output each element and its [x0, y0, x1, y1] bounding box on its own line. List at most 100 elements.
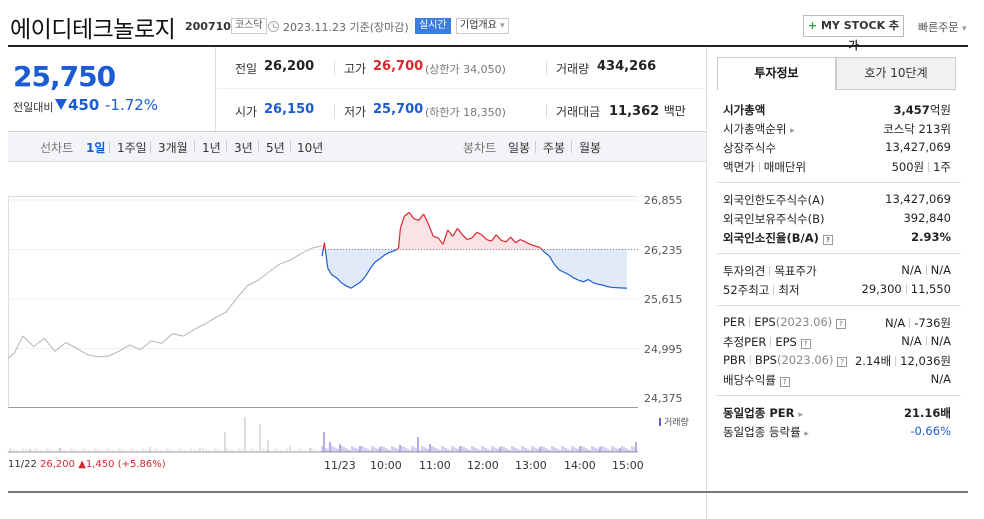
today-line-segment [583, 278, 589, 283]
area-fill [438, 237, 443, 250]
area-fill [564, 249, 569, 275]
today-line-segment [389, 250, 395, 253]
help-icon[interactable]: ? [822, 235, 833, 245]
area-fill [602, 249, 608, 287]
tab-order-book[interactable]: 호가 10단계 [836, 57, 956, 90]
area-fill [583, 249, 589, 282]
52week-row: 52주최고 최저 29,300 11,550 [723, 282, 951, 297]
help-icon[interactable]: ? [800, 339, 811, 349]
today-line-segment [467, 237, 473, 241]
par-value-row: 액면가 매매단위 500원 1주 [723, 160, 951, 174]
amount-value: 11,362 백만 [609, 104, 686, 119]
today-line-segment [490, 234, 497, 242]
add-mystock-button[interactable]: + MY STOCK 추가 [803, 15, 904, 52]
period-1d[interactable]: 1일 [86, 141, 106, 155]
amount-label: 거래대금 [556, 105, 601, 119]
area-fill [496, 234, 502, 250]
prev-day-summary: 11/22 26,200 ▲1,450 (+5.86%) [8, 459, 166, 470]
candle-daily[interactable]: 일봉 [508, 141, 531, 155]
est-per-row: 추정PER EPS ? N/A N/A [723, 334, 951, 349]
market-cap-row: 시가총액 3,457억원 [723, 103, 951, 117]
industry-per-row[interactable]: 동일업종 PER ▸ 21.16배 [723, 406, 951, 420]
area-fill [327, 249, 332, 275]
area-fill [593, 249, 598, 285]
help-icon[interactable]: ? [835, 319, 846, 329]
area-fill [404, 212, 410, 250]
foreign-ratio-row: 외국인소진율(B/A) ? 2.93% [723, 230, 951, 245]
today-line-segment [573, 277, 579, 281]
industry-change-row[interactable]: 동일업종 등락률 ▸ -0.66% [723, 424, 951, 439]
quick-order-button[interactable]: 빠른주문 ▾ [918, 21, 967, 34]
candle-weekly[interactable]: 주봉 [543, 141, 566, 155]
today-line-segment [607, 286, 613, 289]
area-fill [400, 216, 405, 250]
today-line-segment [578, 279, 584, 283]
volume-label: 거래량 [556, 62, 590, 76]
today-line-segment [341, 282, 347, 287]
today-line-segment [587, 278, 594, 284]
help-icon[interactable]: ? [837, 357, 848, 367]
prev-close-label: 전일 [235, 62, 258, 76]
help-icon[interactable]: ? [779, 377, 790, 387]
realtime-badge[interactable]: 실시간 [415, 18, 451, 34]
today-line-segment [324, 249, 329, 269]
today-line-segment [520, 238, 526, 243]
current-price: 25,750 [13, 60, 116, 93]
area-fill [588, 249, 594, 283]
today-line-segment [539, 247, 543, 250]
area-fill [360, 249, 366, 282]
today-line-segment [427, 224, 434, 237]
today-line-segment [495, 234, 502, 241]
today-line-segment [515, 239, 521, 244]
tab-invest-info[interactable]: 투자정보 [717, 57, 836, 90]
divider [194, 141, 195, 153]
period-1w[interactable]: 1주일 [117, 141, 147, 155]
foreign-limit-row: 외국인한도주식수(A) 13,427,069 [723, 192, 951, 207]
today-line-segment [336, 277, 342, 284]
divider [334, 61, 335, 75]
y-tick-label: 26,855 [644, 194, 683, 207]
line-chart-label: 선차트 [40, 141, 74, 155]
area-fill [331, 249, 337, 278]
period-10y[interactable]: 10년 [297, 141, 324, 155]
per-eps-row: PER EPS(2023.06) ? N/A -736원 [723, 315, 951, 330]
period-5y[interactable]: 5년 [266, 141, 285, 155]
company-info-dropdown[interactable]: 기업개요 ▾ [456, 18, 509, 34]
x-tick-label: 11:00 [419, 459, 451, 472]
period-3y[interactable]: 3년 [234, 141, 253, 155]
divider [535, 141, 536, 153]
divider [717, 305, 961, 306]
market-badge: 코스닥 [231, 18, 267, 34]
today-line-segment [447, 229, 454, 237]
today-line-segment [408, 212, 415, 220]
today-line-segment [321, 249, 324, 257]
today-line-segment [541, 249, 546, 253]
today-line-segment [505, 236, 512, 243]
area-fill [476, 232, 482, 250]
today-line-segment [423, 213, 430, 225]
area-fill [418, 213, 424, 250]
x-tick-label: 13:00 [515, 459, 547, 472]
today-line-segment [413, 218, 419, 221]
dividend-row: 배당수익률 ? N/A [723, 372, 951, 387]
today-line-segment [327, 267, 333, 275]
today-line-segment [481, 234, 487, 240]
area-fill [351, 249, 356, 289]
today-line-segment [365, 267, 371, 277]
lower-limit: (하한가 18,350) [425, 106, 506, 119]
period-1y[interactable]: 1년 [202, 141, 221, 155]
prev-close-value: 26,200 [264, 59, 315, 74]
today-line-segment [457, 227, 463, 236]
area-fill [433, 236, 439, 250]
today-line-segment [486, 238, 492, 242]
today-line-segment [452, 228, 459, 237]
today-line-segment [534, 245, 540, 249]
candle-monthly[interactable]: 월봉 [579, 141, 602, 155]
open-label: 시가 [235, 105, 258, 119]
upper-limit: (상한가 34,050) [425, 63, 506, 76]
market-cap-rank-row[interactable]: 시가총액순위 ▸ 코스닥 213위 [723, 122, 951, 136]
area-fill [578, 249, 584, 282]
divider [258, 141, 259, 153]
today-line-segment [403, 211, 410, 217]
period-3m[interactable]: 3개월 [158, 141, 188, 155]
